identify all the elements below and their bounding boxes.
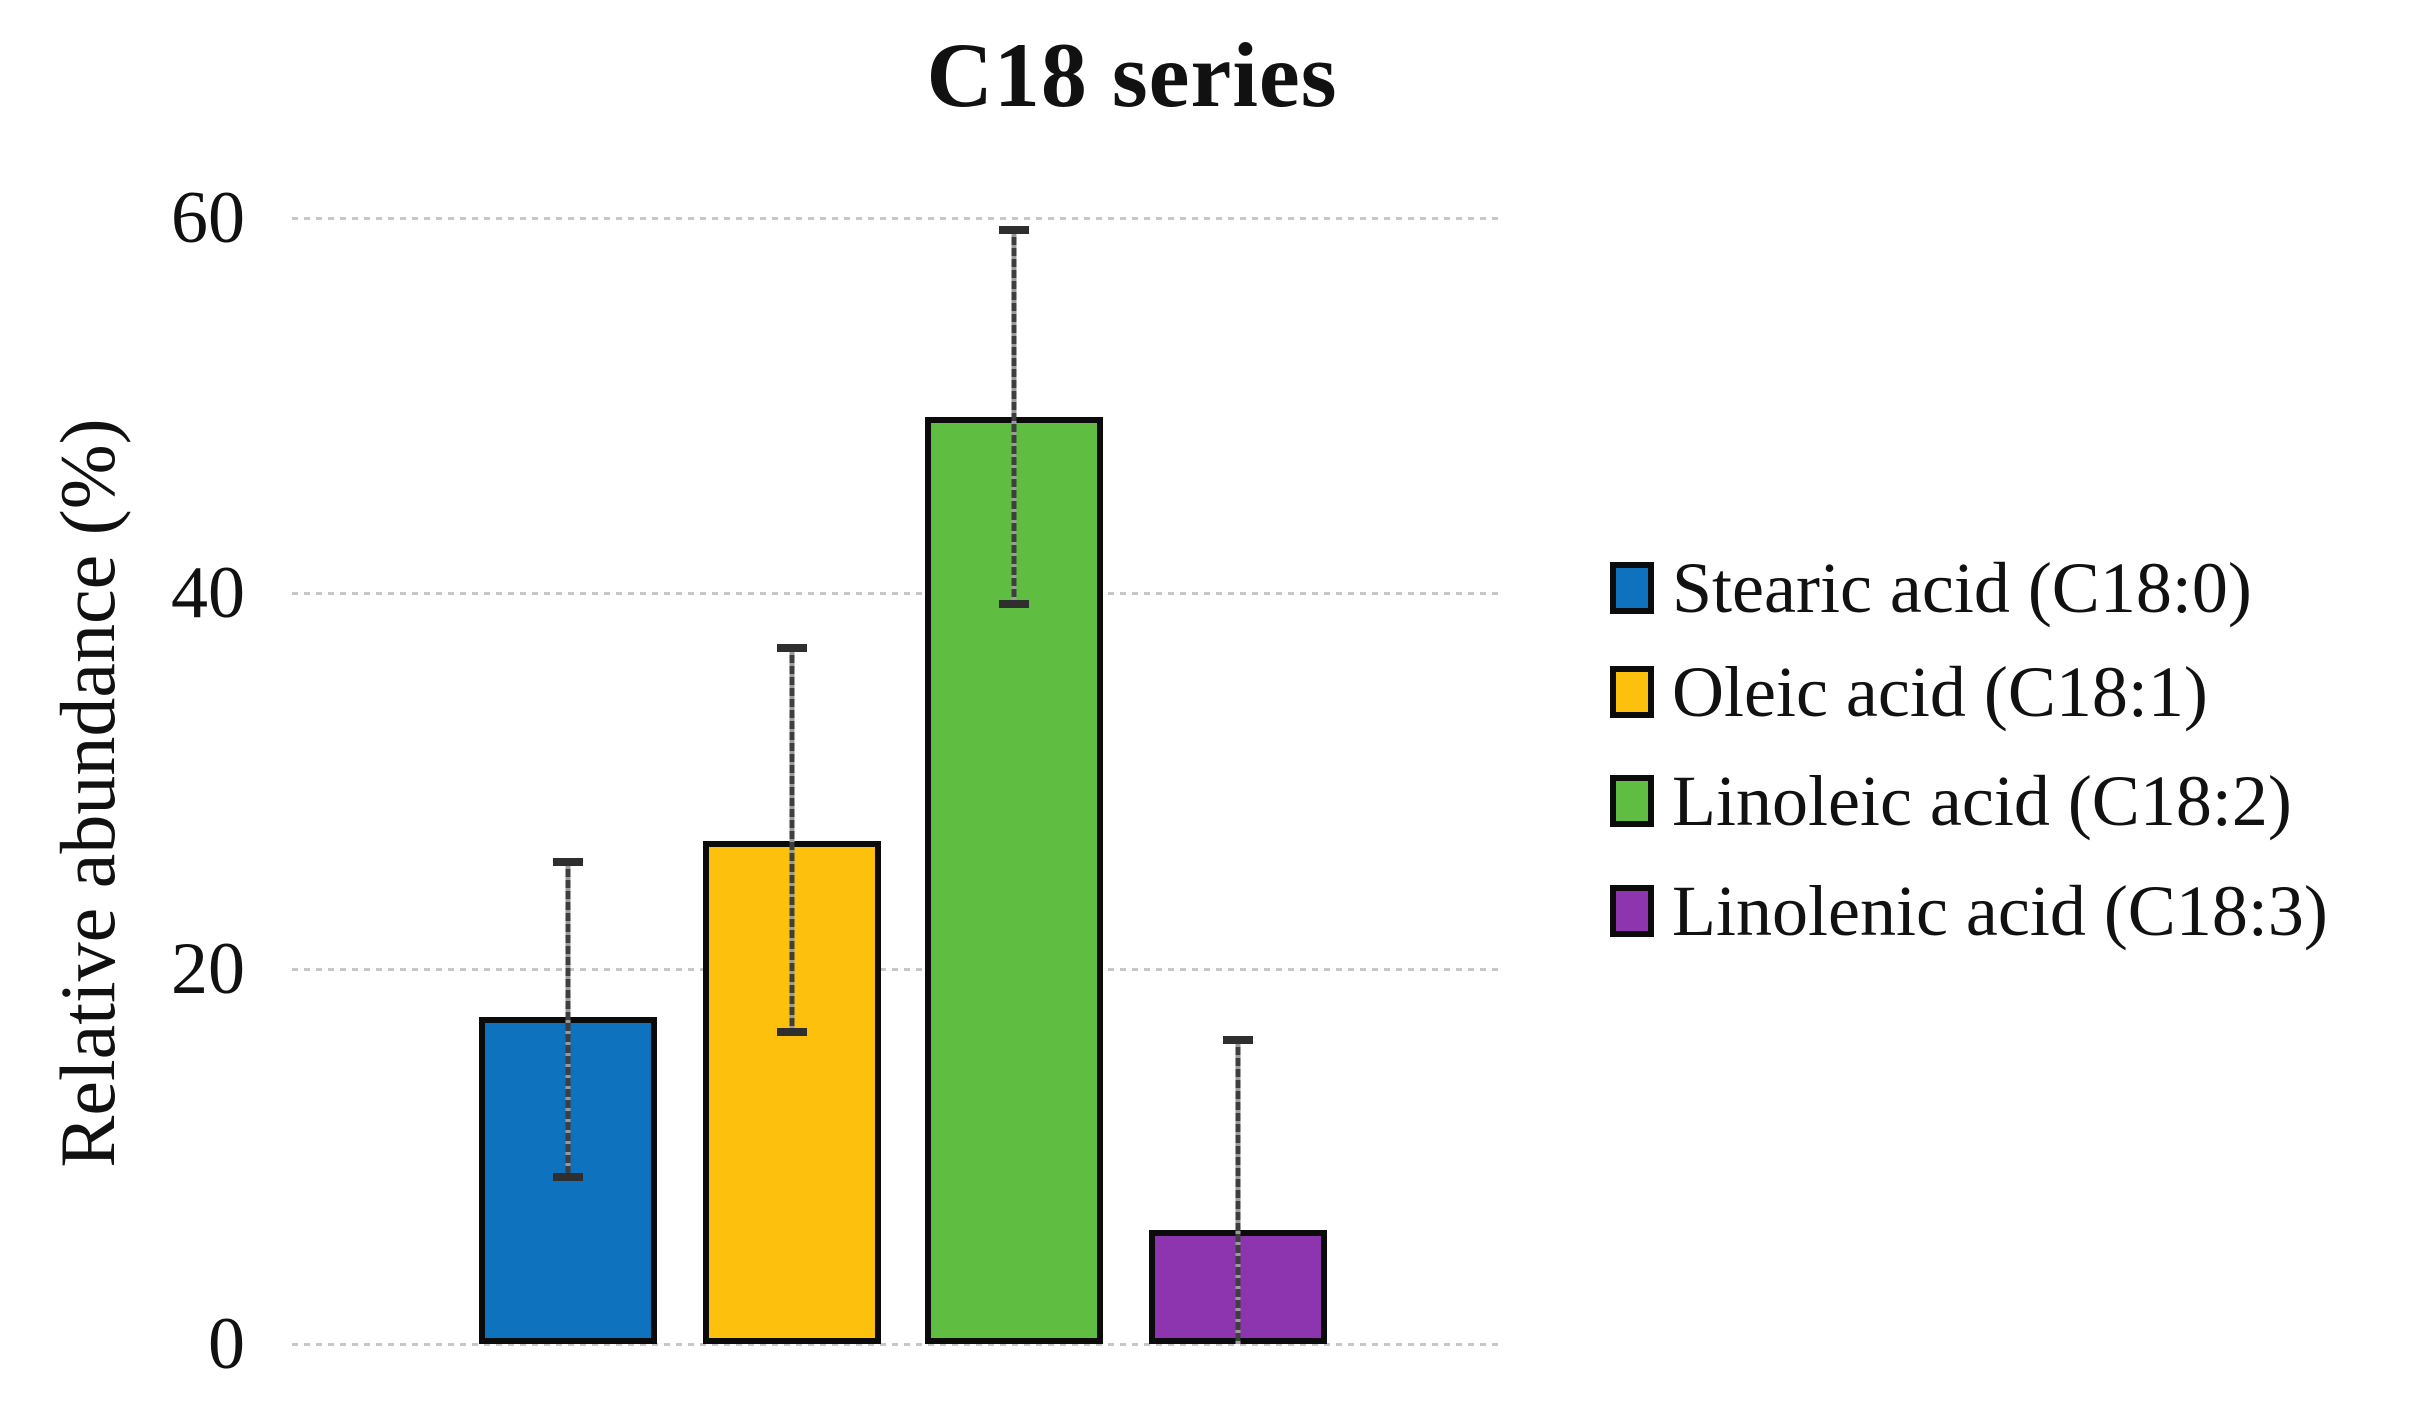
- error-bar-line: [1235, 1036, 1241, 1344]
- error-bar-4: [1223, 1036, 1253, 1344]
- error-bar-cap-bottom: [553, 1172, 583, 1181]
- plot-area: [292, 217, 1502, 1346]
- gridline-y-60: [292, 217, 1502, 220]
- chart-title: C18 series: [926, 24, 1338, 126]
- error-bar-cap-bottom: [999, 600, 1029, 609]
- y-tick-label-20: 20: [171, 927, 245, 1010]
- legend-item-4: Linolenic acid (C18:3): [1610, 869, 2328, 953]
- error-bar-line: [789, 644, 795, 1037]
- legend-swatch-icon: [1610, 666, 1654, 718]
- legend-swatch-icon: [1610, 885, 1654, 937]
- error-bar-3: [999, 225, 1029, 609]
- y-tick-label-0: 0: [208, 1303, 245, 1385]
- error-bar-cap-top: [999, 225, 1029, 234]
- legend-swatch-icon: [1610, 775, 1654, 827]
- y-axis-label: Relative abundance (%): [44, 418, 131, 1168]
- error-bar-line: [565, 857, 571, 1181]
- legend-swatch-icon: [1610, 562, 1654, 614]
- gridline-y-40: [292, 592, 1502, 596]
- error-bar-cap-bottom: [777, 1028, 807, 1037]
- legend: Stearic acid (C18:0) Oleic acid (C18:1) Li…: [1610, 0, 2430, 1406]
- legend-label: Stearic acid (C18:0): [1672, 548, 2252, 628]
- legend-item-2: Oleic acid (C18:1): [1610, 650, 2208, 734]
- gridline-y-0: [292, 1343, 1502, 1346]
- legend-label: Linolenic acid (C18:3): [1672, 871, 2328, 951]
- error-bar-2: [777, 644, 807, 1037]
- error-bar-1: [553, 857, 583, 1181]
- legend-item-1: Stearic acid (C18:0): [1610, 546, 2252, 630]
- gridline-y-20: [292, 967, 1502, 971]
- legend-item-3: Linoleic acid (C18:2): [1610, 759, 2292, 843]
- error-bar-cap-top: [1223, 1036, 1253, 1045]
- legend-label: Linoleic acid (C18:2): [1672, 761, 2292, 841]
- error-bar-cap-top: [553, 857, 583, 866]
- error-bar-line: [1011, 225, 1017, 609]
- y-tick-label-40: 40: [171, 552, 245, 635]
- y-tick-label-60: 60: [171, 177, 245, 259]
- legend-label: Oleic acid (C18:1): [1672, 652, 2208, 732]
- error-bar-cap-top: [777, 644, 807, 652]
